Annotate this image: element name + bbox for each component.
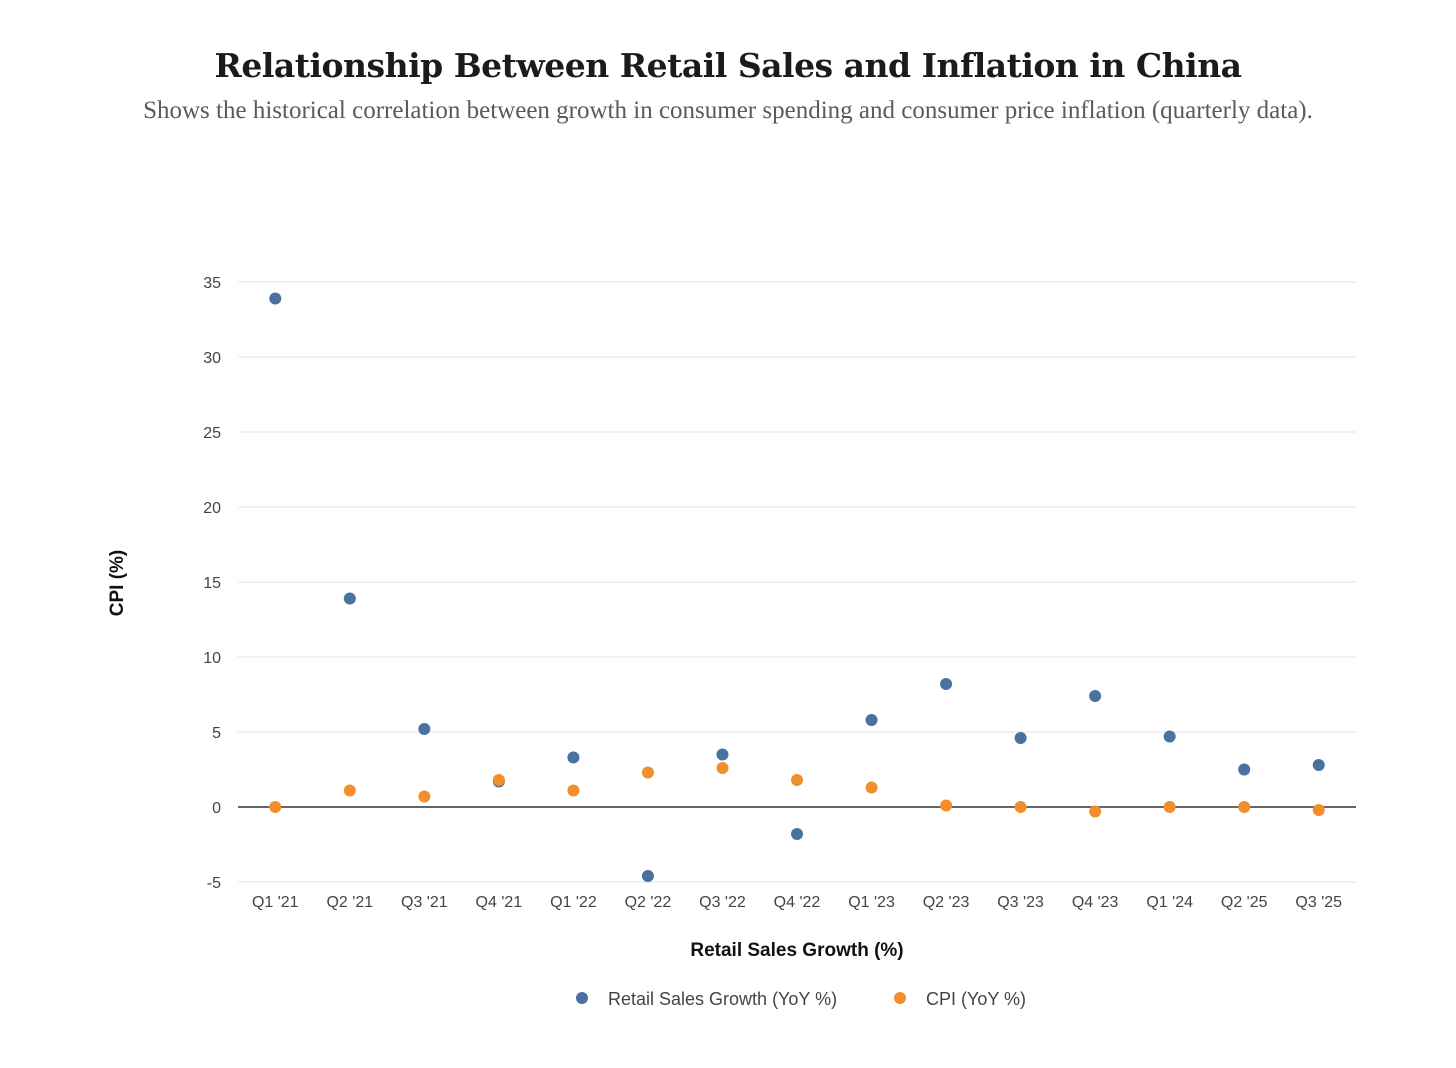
retail-sales-point[interactable] (641, 870, 654, 882)
retail-sales-point[interactable] (940, 678, 953, 690)
y-tick-label: 15 (203, 575, 221, 592)
y-tick-label: 0 (212, 800, 221, 817)
x-tick-label: Q1 '22 (550, 894, 597, 911)
cpi-point[interactable] (791, 774, 803, 786)
y-tick-label: 10 (203, 650, 221, 667)
cpi-point[interactable] (1089, 805, 1102, 818)
cpi-point[interactable] (1238, 801, 1251, 813)
x-tick-label: Q2 '23 (923, 894, 970, 911)
retail-sales-point[interactable] (865, 714, 878, 726)
y-tick-label: 5 (212, 725, 221, 742)
legend-item[interactable]: Retail Sales Growth (YoY %) (576, 989, 837, 1009)
x-tick-label: Q4 '23 (1072, 894, 1119, 911)
x-axis-ticks: Q1 '21 Q2 '21 Q3 '21 Q4 '21 Q1 '22 Q2 '22 Q3 '… (252, 894, 1342, 911)
x-tick-label: Q1 '21 (252, 894, 299, 911)
cpi-point[interactable] (641, 766, 654, 779)
x-tick-label: Q2 '22 (625, 894, 672, 911)
cpi-point[interactable] (1014, 801, 1027, 813)
x-tick-label: Q3 '25 (1295, 894, 1342, 911)
cpi-point[interactable] (1163, 801, 1176, 813)
retail-sales-point[interactable] (343, 592, 356, 605)
retail-sales-point[interactable] (1238, 763, 1251, 776)
y-tick-label: 25 (203, 425, 221, 442)
retail-sales-point[interactable] (567, 751, 580, 764)
legend: Retail Sales Growth (YoY %) CPI (YoY %) (576, 989, 1026, 1009)
retail-sales-point[interactable] (1163, 730, 1176, 743)
cpi-point[interactable] (716, 762, 729, 774)
y-tick-label: -5 (207, 875, 221, 892)
legend-marker (894, 992, 906, 1004)
y-axis-ticks: -5 0 5 10 15 20 25 30 35 (203, 275, 221, 892)
legend-marker (576, 992, 588, 1004)
x-axis-title: Retail Sales Growth (%) (690, 940, 903, 961)
retail-sales-point[interactable] (716, 748, 729, 761)
legend-label: Retail Sales Growth (YoY %) (608, 989, 837, 1009)
x-tick-label: Q1 '23 (848, 894, 895, 911)
x-tick-label: Q3 '21 (401, 894, 448, 911)
x-tick-label: Q3 '23 (997, 894, 1044, 911)
legend-label: CPI (YoY %) (926, 989, 1026, 1009)
cpi-point[interactable] (343, 784, 356, 797)
retail-sales-point[interactable] (1014, 732, 1027, 744)
cpi-point[interactable] (1312, 804, 1325, 816)
x-tick-label: Q2 '21 (326, 894, 373, 911)
retail-sales-point[interactable] (1312, 759, 1325, 771)
cpi-point[interactable] (269, 801, 282, 813)
legend-item[interactable]: CPI (YoY %) (894, 989, 1026, 1009)
data-points (269, 292, 1325, 882)
x-tick-label: Q1 '24 (1146, 894, 1193, 911)
cpi-point[interactable] (567, 784, 580, 797)
x-tick-label: Q3 '22 (699, 894, 746, 911)
retail-sales-point[interactable] (269, 292, 282, 305)
retail-sales-point[interactable] (1089, 690, 1102, 702)
x-tick-label: Q4 '21 (476, 894, 523, 911)
cpi-point[interactable] (418, 790, 431, 803)
y-tick-label: 30 (203, 350, 221, 367)
chart-subtitle: Shows the historical correlation between… (143, 97, 1313, 124)
retail-sales-point[interactable] (418, 723, 431, 735)
y-tick-label: 35 (203, 275, 221, 292)
cpi-point[interactable] (492, 774, 505, 786)
retail-sales-point[interactable] (791, 828, 803, 840)
gridlines (238, 281, 1356, 883)
x-tick-label: Q2 '25 (1221, 894, 1268, 911)
y-tick-label: 20 (203, 500, 221, 517)
chart-title: Relationship Between Retail Sales and In… (214, 46, 1242, 85)
y-axis-title: CPI (%) (107, 550, 128, 617)
cpi-point[interactable] (940, 799, 953, 812)
cpi-point[interactable] (865, 781, 878, 794)
x-tick-label: Q4 '22 (774, 894, 821, 911)
